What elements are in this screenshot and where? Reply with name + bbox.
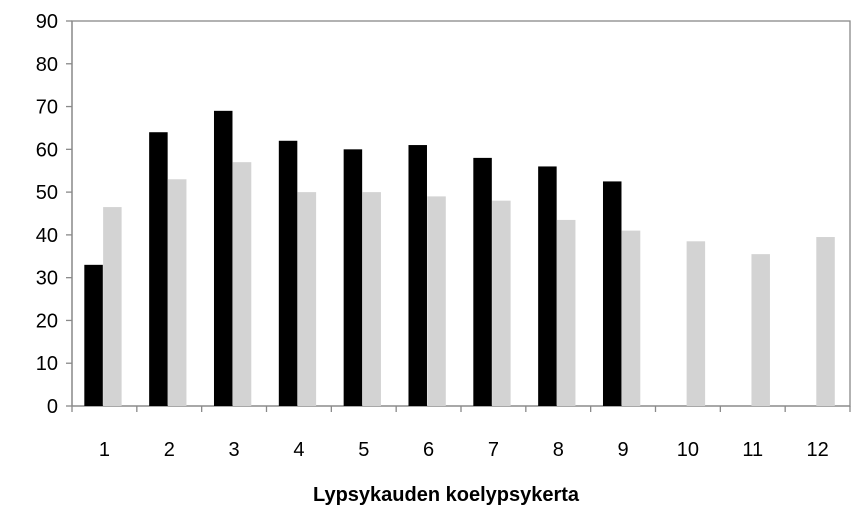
bar (84, 264, 103, 406)
bar (149, 132, 168, 406)
y-tick-label: 70 (36, 97, 58, 119)
bar (602, 181, 622, 406)
y-axis-ticks (66, 20, 72, 407)
x-tick-label: 7 (488, 439, 499, 461)
x-axis-title: Lypsykauden koelypsykerta (313, 484, 580, 506)
x-tick-label: 3 (229, 439, 240, 461)
bar (167, 179, 187, 406)
x-tick-label: 4 (293, 439, 304, 461)
bar (297, 192, 317, 406)
x-tick-label: 10 (677, 439, 699, 461)
bar (278, 140, 298, 406)
bar (232, 162, 252, 406)
y-tick-label: 10 (36, 353, 58, 375)
x-tick-label: 12 (806, 439, 828, 461)
bar (492, 200, 511, 406)
y-tick-label: 40 (36, 225, 58, 247)
x-axis-ticks (71, 406, 851, 412)
x-tick-label: 2 (164, 439, 175, 461)
x-tick-label: 8 (553, 439, 564, 461)
x-tick-label: 11 (742, 439, 763, 461)
y-tick-label: 50 (36, 182, 58, 204)
x-axis-tick-labels: 1 2 3 4 5 6 7 8 9 10 11 12 (99, 439, 829, 461)
y-axis-tick-labels: 0 10 20 30 40 50 60 70 80 90 (36, 11, 58, 418)
plot-border (71, 20, 851, 407)
bar (213, 110, 233, 406)
plot-frame (71, 20, 851, 407)
bar (751, 254, 770, 406)
x-tick-label: 6 (423, 439, 434, 461)
bar (362, 192, 381, 406)
bar (538, 166, 557, 406)
bar (427, 196, 446, 406)
y-tick-label: 20 (36, 310, 58, 332)
bar (408, 145, 427, 407)
y-tick-label: 0 (47, 396, 58, 418)
y-tick-label: 80 (36, 54, 58, 76)
y-tick-label: 30 (36, 268, 58, 290)
bar (343, 149, 363, 407)
bars (84, 110, 835, 407)
x-tick-label: 1 (99, 439, 110, 461)
x-tick-label: 9 (618, 439, 629, 461)
y-tick-label: 90 (36, 11, 58, 33)
bar (473, 157, 492, 406)
bar (103, 207, 122, 406)
y-tick-label: 60 (36, 139, 58, 161)
x-tick-label: 5 (358, 439, 369, 461)
bar (816, 237, 835, 406)
bar (556, 219, 576, 406)
bar (686, 241, 706, 406)
bar (621, 230, 641, 406)
